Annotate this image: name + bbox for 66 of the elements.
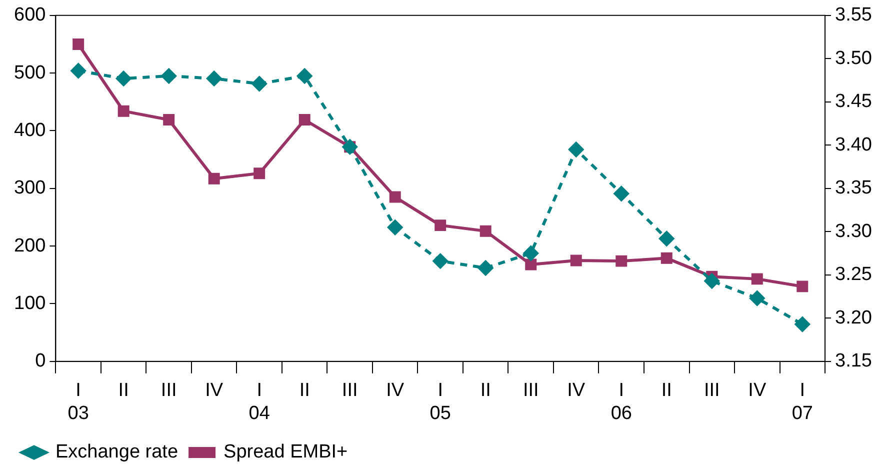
- x-tick-label: II: [480, 380, 491, 402]
- point: [750, 290, 765, 306]
- point: [660, 252, 672, 264]
- x-tick-label: II: [118, 380, 129, 402]
- point: [614, 186, 629, 202]
- point: [434, 220, 446, 232]
- y2-tick-label: 3.25: [835, 264, 872, 286]
- point: [389, 191, 401, 203]
- x-tick-label: I 05: [430, 380, 451, 424]
- point: [206, 71, 222, 86]
- point: [163, 114, 175, 126]
- x-tick-label: III: [704, 380, 720, 402]
- x-tick-label: IV: [567, 380, 586, 402]
- point: [523, 246, 538, 261]
- x-tick-label: IV: [386, 380, 404, 402]
- legend-label: Exchange rate: [56, 442, 178, 463]
- point: [659, 231, 674, 246]
- y2-tick-label: 3.55: [835, 4, 872, 26]
- point: [72, 38, 84, 50]
- y2-tick-label: 3.20: [835, 307, 872, 328]
- point: [794, 316, 810, 332]
- y2-tick-label: 3.50: [835, 48, 872, 69]
- y-tick-label: 0: [35, 350, 46, 372]
- point: [704, 273, 720, 288]
- y-tick-label: 200: [14, 235, 46, 256]
- x-tick-label: I 07: [792, 380, 813, 424]
- point: [751, 273, 763, 285]
- point: [388, 220, 403, 235]
- point: [208, 172, 220, 184]
- y2-tick-label: 3.30: [835, 220, 872, 242]
- y2-tick-label: 3.45: [835, 91, 872, 112]
- x-tick-label: I 04: [248, 380, 270, 424]
- point: [116, 71, 132, 86]
- y-tick-label: 600: [14, 4, 46, 26]
- point: [254, 168, 266, 180]
- point: [252, 76, 267, 92]
- point: [616, 255, 628, 267]
- x-tick-label: I 03: [68, 380, 89, 424]
- y2-tick-label: 3.35: [835, 178, 872, 199]
- point: [298, 114, 310, 126]
- point: [568, 142, 584, 157]
- point: [70, 63, 86, 78]
- y2-tick-label: 3.15: [835, 350, 872, 372]
- x-tick-label: III: [342, 380, 358, 402]
- x-tick-label: III: [522, 380, 539, 402]
- point: [570, 254, 582, 266]
- legend-label: Spread EMBI+: [224, 442, 348, 463]
- x-tick-label: II: [299, 380, 310, 402]
- point: [480, 225, 492, 237]
- point: [796, 280, 808, 292]
- y2-tick-label: 3.40: [835, 134, 872, 156]
- x-tick-label: III: [160, 380, 177, 402]
- y-tick-label: 500: [14, 62, 46, 84]
- point: [297, 68, 312, 84]
- point: [525, 258, 537, 270]
- y-tick-label: 300: [14, 178, 46, 199]
- y-tick-label: 100: [14, 292, 46, 314]
- point: [432, 254, 448, 269]
- x-tick-label: IV: [748, 380, 766, 402]
- point: [161, 68, 176, 84]
- point: [478, 260, 494, 276]
- x-tick-label: II: [661, 380, 672, 402]
- y-tick-label: 400: [14, 120, 46, 141]
- point: [118, 105, 130, 117]
- x-tick-label: IV: [205, 380, 224, 402]
- x-tick-label: I 06: [610, 380, 632, 424]
